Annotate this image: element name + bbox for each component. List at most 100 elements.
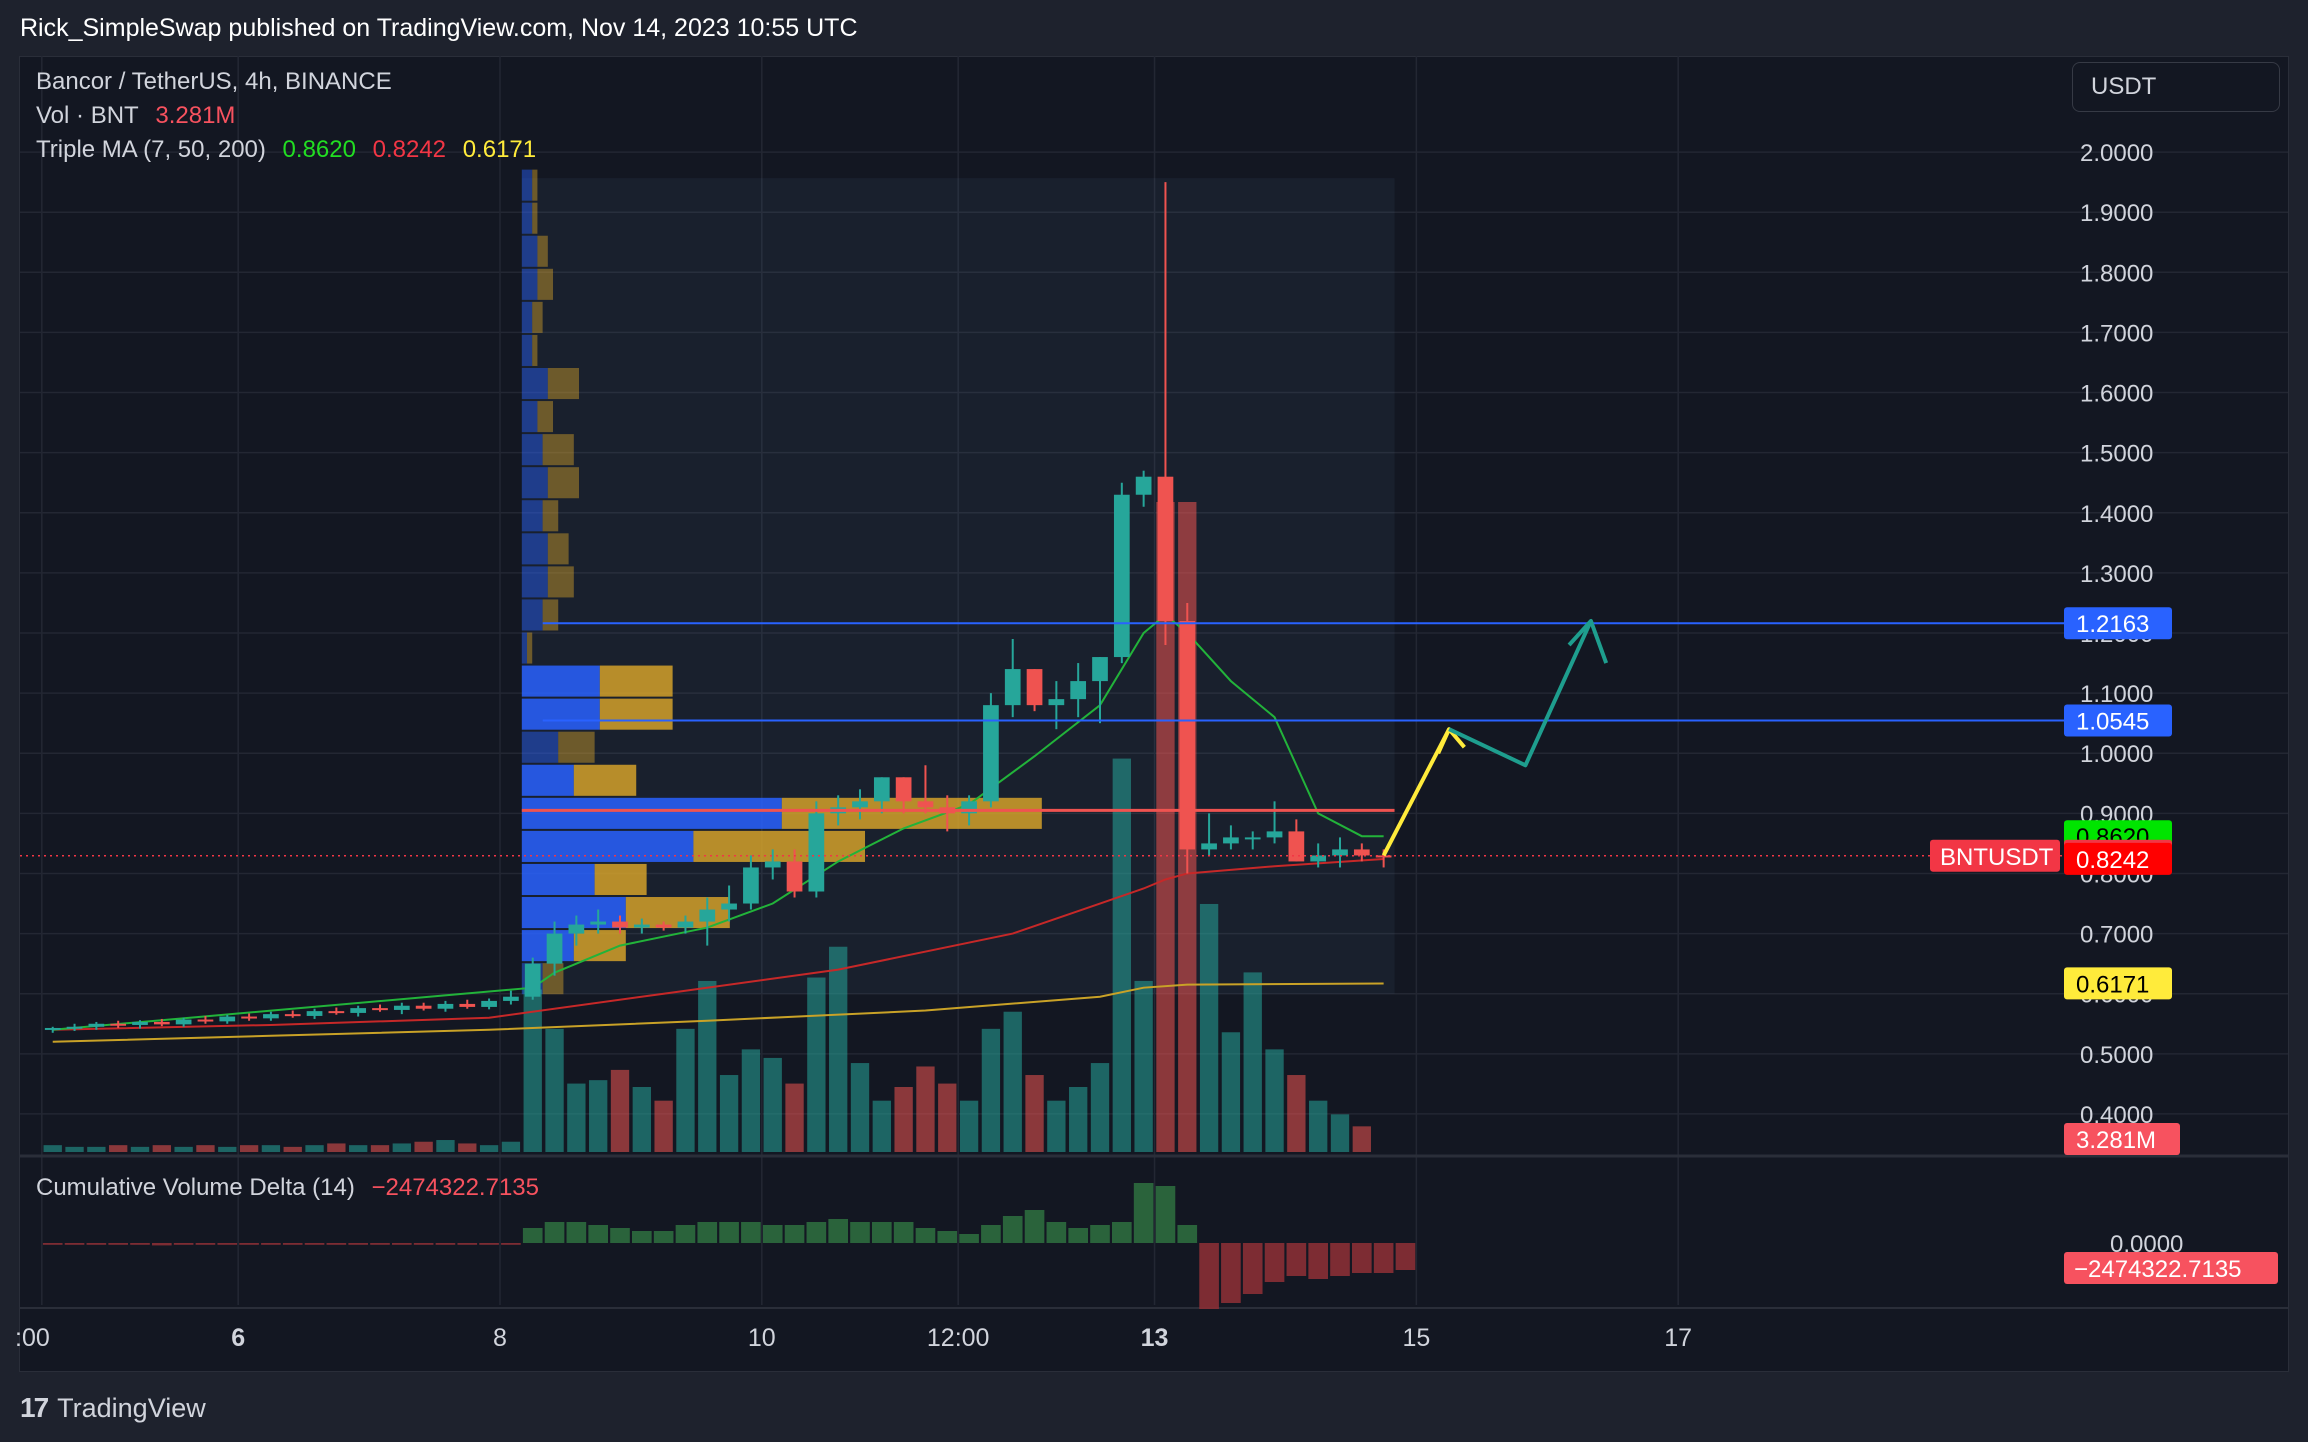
candle [1179,602,1196,874]
price-tick-label: 1.3000 [2080,561,2153,588]
candle [437,1000,454,1012]
volume-badge-bg [2064,1123,2180,1155]
volume-profile-up-bar [521,698,600,730]
volume-profile-down-bar [558,731,595,763]
volume-bar [719,1075,739,1152]
candle [546,921,563,976]
volume-profile-down-bar [594,863,647,896]
price-badge-text: 1.0545 [2076,708,2149,735]
candle [1332,837,1348,868]
candle-body [721,903,737,910]
ma200-value: 0.6171 [462,136,537,163]
candle [655,921,672,931]
candle-body [66,1026,83,1029]
cvd-bar [522,1228,543,1243]
ma7-value: 0.8620 [282,136,356,163]
candle [1004,639,1021,718]
volume-bar [1156,502,1175,1152]
candle-body [1070,681,1087,700]
cvd-bar [413,1243,434,1245]
footer-brand[interactable]: 17 TradingView [20,1388,206,1428]
candle-body [503,996,519,1001]
ma200-line [52,982,1384,1043]
candle [873,777,890,814]
cvd-bar [1199,1243,1219,1309]
cvd-bar [784,1225,805,1243]
candle [895,777,912,814]
price-badge-text: 0.6171 [2076,971,2149,998]
cvd-label[interactable]: Cumulative Volume Delta (14) [36,1174,355,1201]
time-tick-label: :00 [15,1324,50,1352]
volume-label[interactable]: Vol · BNT [36,102,139,129]
candle-body [1201,843,1217,850]
legend-cvd-row: Cumulative Volume Delta (14) −2474322.71… [36,1174,549,1202]
volume-bar [1265,1049,1284,1152]
ma-label[interactable]: Triple MA (7, 50, 200) [36,136,266,163]
volume-profile-down-bar [532,301,543,333]
currency-unit-selector[interactable]: USDT [2072,62,2280,112]
volume-bar [1309,1100,1328,1152]
volume-bar [370,1145,390,1152]
cvd-badge-bg [2064,1252,2278,1284]
ma50-line [52,858,1384,1031]
candle [197,1015,214,1024]
legend-symbol-row: Bancor / TetherUS, 4h, BINANCE [36,68,402,96]
volume-bar [152,1145,171,1152]
candle [393,1002,410,1015]
volume-bar [1090,1063,1110,1152]
candle-body [1266,831,1283,838]
cvd-bar [1090,1225,1110,1243]
volume-bar [436,1140,455,1152]
volume-bar [545,1028,564,1152]
cvd-bar [501,1243,521,1245]
volume-profile-up-bar [521,830,694,862]
time-tick-label: 12:00 [927,1324,990,1352]
price-tick-label: 1.0000 [2080,741,2153,768]
cvd-bar [1308,1243,1328,1279]
candle-body [1048,699,1065,706]
candle-body [197,1019,214,1022]
symbol-title[interactable]: Bancor / TetherUS, 4h, BINANCE [36,68,392,95]
cvd-bar [653,1231,674,1243]
cvd-bar [719,1222,739,1243]
volume-bar [196,1145,215,1152]
candle [721,885,737,922]
candle [983,693,999,808]
volume-bar [43,1145,62,1152]
volume-profile-area [521,178,1395,994]
volume-bar [567,1083,586,1152]
cvd-bar [1068,1228,1088,1243]
volume-bar [327,1143,346,1152]
candle-body [590,921,607,925]
price-badge-bg [2064,842,2172,875]
candle [459,999,476,1009]
time-tick-label: 8 [493,1324,507,1352]
volume-bar [1287,1075,1306,1152]
volume-profile-up-bar [521,797,782,829]
currency-unit-value: USDT [2091,73,2157,100]
candle-body [633,924,650,928]
volume-profile-up-bar [521,367,548,400]
candle-body [568,924,585,934]
cvd-bar [1221,1243,1241,1303]
candle [153,1018,170,1027]
cvd-bar [370,1243,390,1245]
price-badge-bg [2064,704,2172,737]
cvd-bar [479,1243,499,1245]
candle-body [612,921,628,928]
price-tick-label: 0.5000 [2080,1042,2153,1069]
cvd-bar [217,1243,238,1245]
cvd-bar [959,1234,979,1243]
price-tick-label: 1.4000 [2080,501,2153,528]
candle-body [1288,831,1305,862]
volume-profile-up-bar [521,500,543,532]
candle [1288,819,1305,862]
tradingview-logo-icon: 17 [20,1392,49,1423]
candle [1135,470,1152,507]
volume-profile-up-bar [521,632,528,664]
price-tick-label: 0.7000 [2080,922,2153,949]
cvd-bar [588,1225,608,1243]
volume-bar [414,1141,433,1152]
price-badge: 0.8242 [2064,842,2172,875]
